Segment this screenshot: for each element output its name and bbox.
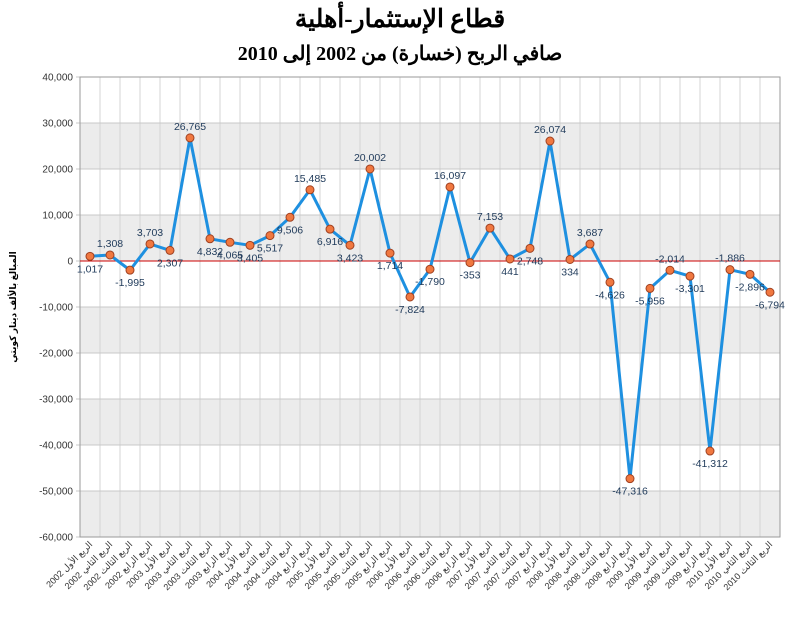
y-tick-label: -10,000	[39, 303, 73, 314]
plot-frame	[79, 76, 781, 538]
y-tick-label: -30,000	[39, 395, 73, 406]
data-point	[285, 212, 295, 222]
grid-band	[80, 491, 780, 537]
data-label: 3,405	[237, 252, 263, 264]
data-point	[165, 245, 175, 255]
data-label: -7,824	[395, 304, 425, 316]
data-point	[265, 231, 275, 241]
data-label: 1,308	[97, 238, 123, 250]
data-label: -2,014	[655, 253, 685, 265]
data-point	[105, 250, 115, 260]
data-point	[85, 251, 95, 261]
data-label: -5,956	[635, 295, 665, 307]
grid-band	[80, 307, 780, 353]
data-point	[565, 254, 575, 264]
data-point	[345, 240, 355, 250]
data-point	[525, 243, 535, 253]
data-label: -2,896	[735, 281, 765, 293]
data-label: -353	[459, 270, 480, 282]
data-point	[485, 223, 495, 233]
grid-bands	[80, 123, 780, 537]
data-point	[765, 287, 775, 297]
data-label: 2,307	[157, 257, 183, 269]
data-label: 16,097	[434, 170, 466, 182]
data-point	[145, 239, 155, 249]
data-point	[125, 265, 135, 275]
data-label: -1,790	[415, 276, 445, 288]
y-tick-label: -40,000	[39, 441, 73, 452]
data-point	[625, 474, 635, 484]
data-point	[205, 234, 215, 244]
data-point	[685, 271, 695, 281]
data-labels: 1,017 1,308 -1,995 3,703 2,307 26,765 4,8324,0…	[77, 121, 785, 498]
data-label: 5,517	[257, 243, 283, 255]
data-label: -6,794	[755, 299, 785, 311]
y-axis-ticks: -60,000 -50,000 -40,000 -30,000 -20,000 -10,0…	[39, 73, 73, 544]
data-label: 3,703	[137, 227, 163, 239]
data-label: -1,886	[715, 253, 745, 265]
data-point	[305, 185, 315, 195]
data-label: -3,301	[675, 283, 705, 295]
data-label: 1,017	[77, 263, 103, 275]
data-point	[705, 446, 715, 456]
y-tick-label: -60,000	[39, 533, 73, 544]
data-label: 9,506	[277, 224, 303, 236]
data-label: 2,748	[517, 255, 543, 267]
grid-band	[80, 123, 780, 169]
data-point	[425, 264, 435, 274]
data-label: 334	[561, 266, 579, 278]
data-label: 3,687	[577, 227, 603, 239]
data-label: 4,832	[197, 246, 223, 258]
chart-title: قطاع الإستثمار-أهلية	[295, 0, 505, 34]
data-point	[745, 269, 755, 279]
data-point	[225, 237, 235, 247]
data-label: 26,074	[534, 124, 566, 136]
data-points	[85, 133, 775, 484]
y-axis-label: المبالغ بالألف دينار كويتي	[7, 251, 19, 362]
data-label: 441	[501, 266, 519, 278]
data-point	[185, 133, 195, 143]
grid-band	[80, 215, 780, 261]
y-tick-label: 0	[67, 257, 73, 268]
data-point	[405, 292, 415, 302]
y-tick-label: 30,000	[42, 119, 73, 130]
grid-band	[80, 399, 780, 445]
data-point	[505, 254, 515, 264]
data-point	[665, 265, 675, 275]
data-label: 7,153	[477, 211, 503, 223]
horizontal-gridlines	[76, 76, 781, 538]
y-tick-label: 10,000	[42, 211, 73, 222]
data-point	[465, 258, 475, 268]
data-label: 4,065	[217, 249, 243, 261]
data-label: 15,485	[294, 173, 326, 185]
data-point	[605, 277, 615, 287]
y-tick-label: -50,000	[39, 487, 73, 498]
data-point	[365, 164, 375, 174]
y-tick-label: -20,000	[39, 349, 73, 360]
y-tick-label: 40,000	[42, 73, 73, 84]
data-label: -1,995	[115, 277, 145, 289]
data-label: -4,626	[595, 289, 625, 301]
data-point	[245, 240, 255, 250]
data-label: -47,316	[612, 486, 648, 498]
data-point	[545, 136, 555, 146]
data-label: -41,312	[692, 458, 728, 470]
data-label: 6,916	[317, 236, 343, 248]
data-point	[445, 182, 455, 192]
chart-subtitle: صافي الربح (خسارة) من 2002 إلى 2010	[238, 43, 563, 66]
data-label: 20,002	[354, 152, 386, 164]
y-tick-label: 20,000	[42, 165, 73, 176]
data-point	[645, 283, 655, 293]
data-point	[725, 265, 735, 275]
data-label: 3,423	[337, 252, 363, 264]
data-label: 26,765	[174, 121, 206, 133]
data-label: 1,714	[377, 260, 403, 272]
data-point	[385, 248, 395, 258]
data-point	[325, 224, 335, 234]
data-point	[585, 239, 595, 249]
